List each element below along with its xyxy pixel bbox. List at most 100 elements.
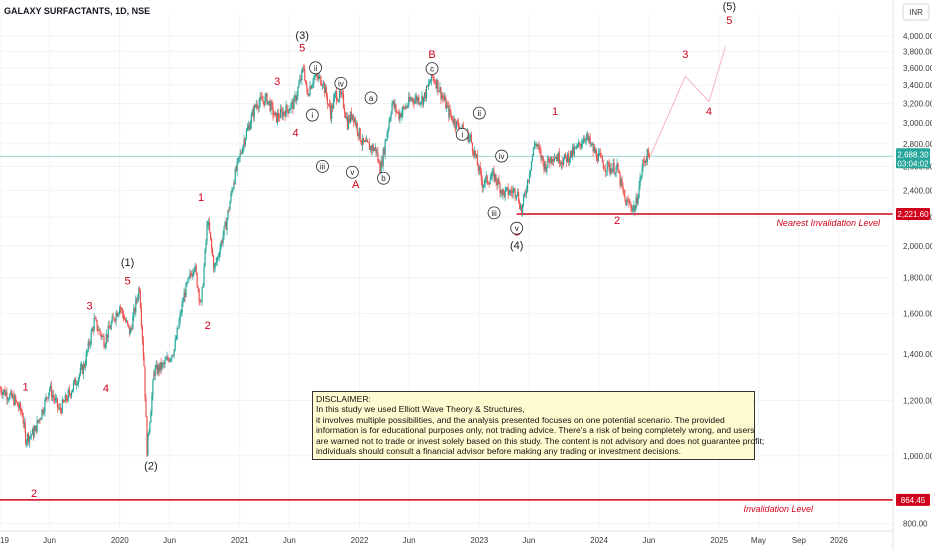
candle-body bbox=[619, 173, 621, 186]
candle-body bbox=[57, 407, 59, 408]
candle-body bbox=[99, 329, 101, 334]
candle-body bbox=[252, 110, 254, 118]
candle-body bbox=[294, 95, 296, 98]
candle-body bbox=[81, 365, 83, 374]
candle-body bbox=[607, 161, 609, 164]
wave-label: 4 bbox=[706, 106, 712, 118]
candle-body bbox=[143, 356, 145, 367]
candle-body bbox=[433, 77, 435, 82]
candle-body bbox=[293, 97, 295, 110]
candle-body bbox=[351, 114, 353, 120]
x-tick-label: 2023 bbox=[470, 536, 488, 545]
candle-body bbox=[105, 334, 107, 344]
candle-body bbox=[34, 425, 36, 431]
candle-body bbox=[319, 76, 321, 77]
candle-body bbox=[356, 123, 358, 133]
candle-body bbox=[191, 274, 193, 277]
candle-body bbox=[472, 150, 475, 156]
candle-body bbox=[390, 113, 392, 119]
candle-body bbox=[357, 132, 359, 137]
wave-label: 3 bbox=[274, 76, 280, 88]
candle-body bbox=[139, 291, 142, 309]
candle-body bbox=[440, 87, 442, 99]
x-tick-label: Jun bbox=[283, 536, 296, 545]
candle-body bbox=[373, 148, 375, 151]
candle-body bbox=[516, 195, 518, 197]
x-tick-label: 2021 bbox=[231, 536, 249, 545]
candle-body bbox=[48, 388, 51, 393]
candle-body bbox=[368, 142, 371, 151]
x-tick-label: 2020 bbox=[111, 536, 129, 545]
candle-body bbox=[612, 162, 614, 170]
candle-body bbox=[447, 105, 449, 106]
candle-body bbox=[236, 160, 238, 171]
candle-body bbox=[84, 364, 86, 368]
candle-body bbox=[388, 121, 390, 129]
candle-body bbox=[223, 226, 225, 236]
candle-body bbox=[435, 82, 437, 88]
candle-body bbox=[455, 120, 457, 129]
candle-body bbox=[644, 161, 646, 163]
candle-body bbox=[298, 83, 300, 88]
candle-body bbox=[530, 161, 533, 170]
candle-body bbox=[379, 162, 381, 175]
current-price-label: 2,688.30 bbox=[897, 150, 929, 159]
candle-body bbox=[441, 95, 443, 99]
candle-body bbox=[391, 103, 393, 114]
candle-body bbox=[482, 185, 484, 188]
candle-body bbox=[214, 263, 216, 267]
candle-body bbox=[235, 168, 237, 171]
candle-body bbox=[271, 101, 273, 105]
x-tick-label: 2026 bbox=[830, 536, 848, 545]
candle-body bbox=[82, 364, 84, 374]
candle-body bbox=[310, 86, 312, 89]
candle-body bbox=[110, 322, 112, 330]
candle-body bbox=[302, 68, 304, 71]
candle-body bbox=[24, 422, 26, 433]
candle-body bbox=[78, 374, 80, 379]
candle-body bbox=[196, 273, 198, 287]
candle-body bbox=[283, 111, 285, 114]
candle-body bbox=[111, 316, 113, 323]
candle-body bbox=[297, 87, 299, 96]
candle-body bbox=[637, 197, 639, 204]
candle-body bbox=[70, 392, 73, 397]
candle-body bbox=[25, 440, 28, 444]
candle-body bbox=[380, 161, 382, 177]
candle-body bbox=[487, 182, 489, 184]
candle-body bbox=[566, 153, 569, 163]
candle-body bbox=[324, 87, 327, 93]
candle-body bbox=[131, 328, 133, 330]
candle-body bbox=[47, 398, 49, 399]
candle-body bbox=[183, 292, 185, 302]
x-tick-label: Jun bbox=[43, 536, 56, 545]
candle-body bbox=[173, 349, 175, 355]
wave-label: 5 bbox=[299, 42, 305, 54]
candle-body bbox=[383, 149, 385, 155]
candle-body bbox=[296, 95, 298, 101]
candle-body bbox=[538, 145, 540, 149]
candle-body bbox=[233, 183, 235, 185]
currency-box[interactable] bbox=[902, 3, 930, 21]
wave-label: 1 bbox=[552, 106, 558, 118]
candle-body bbox=[376, 152, 378, 153]
candle-body bbox=[602, 162, 604, 169]
candle-body bbox=[584, 139, 586, 141]
candle-body bbox=[557, 152, 559, 162]
candle-body bbox=[355, 123, 357, 126]
candle-body bbox=[206, 225, 208, 242]
candle-body bbox=[560, 162, 562, 165]
candle-body bbox=[638, 186, 640, 198]
candle-body bbox=[443, 97, 445, 101]
candle-body bbox=[427, 83, 430, 87]
candle-body bbox=[614, 173, 616, 175]
level-price-badge bbox=[896, 493, 930, 506]
candle-body bbox=[452, 120, 454, 124]
candle-body bbox=[522, 204, 524, 214]
candle-body bbox=[295, 95, 297, 101]
candle-body bbox=[384, 141, 386, 155]
candle-body bbox=[514, 188, 516, 197]
candle-body bbox=[284, 113, 286, 117]
candle-body bbox=[346, 116, 349, 129]
